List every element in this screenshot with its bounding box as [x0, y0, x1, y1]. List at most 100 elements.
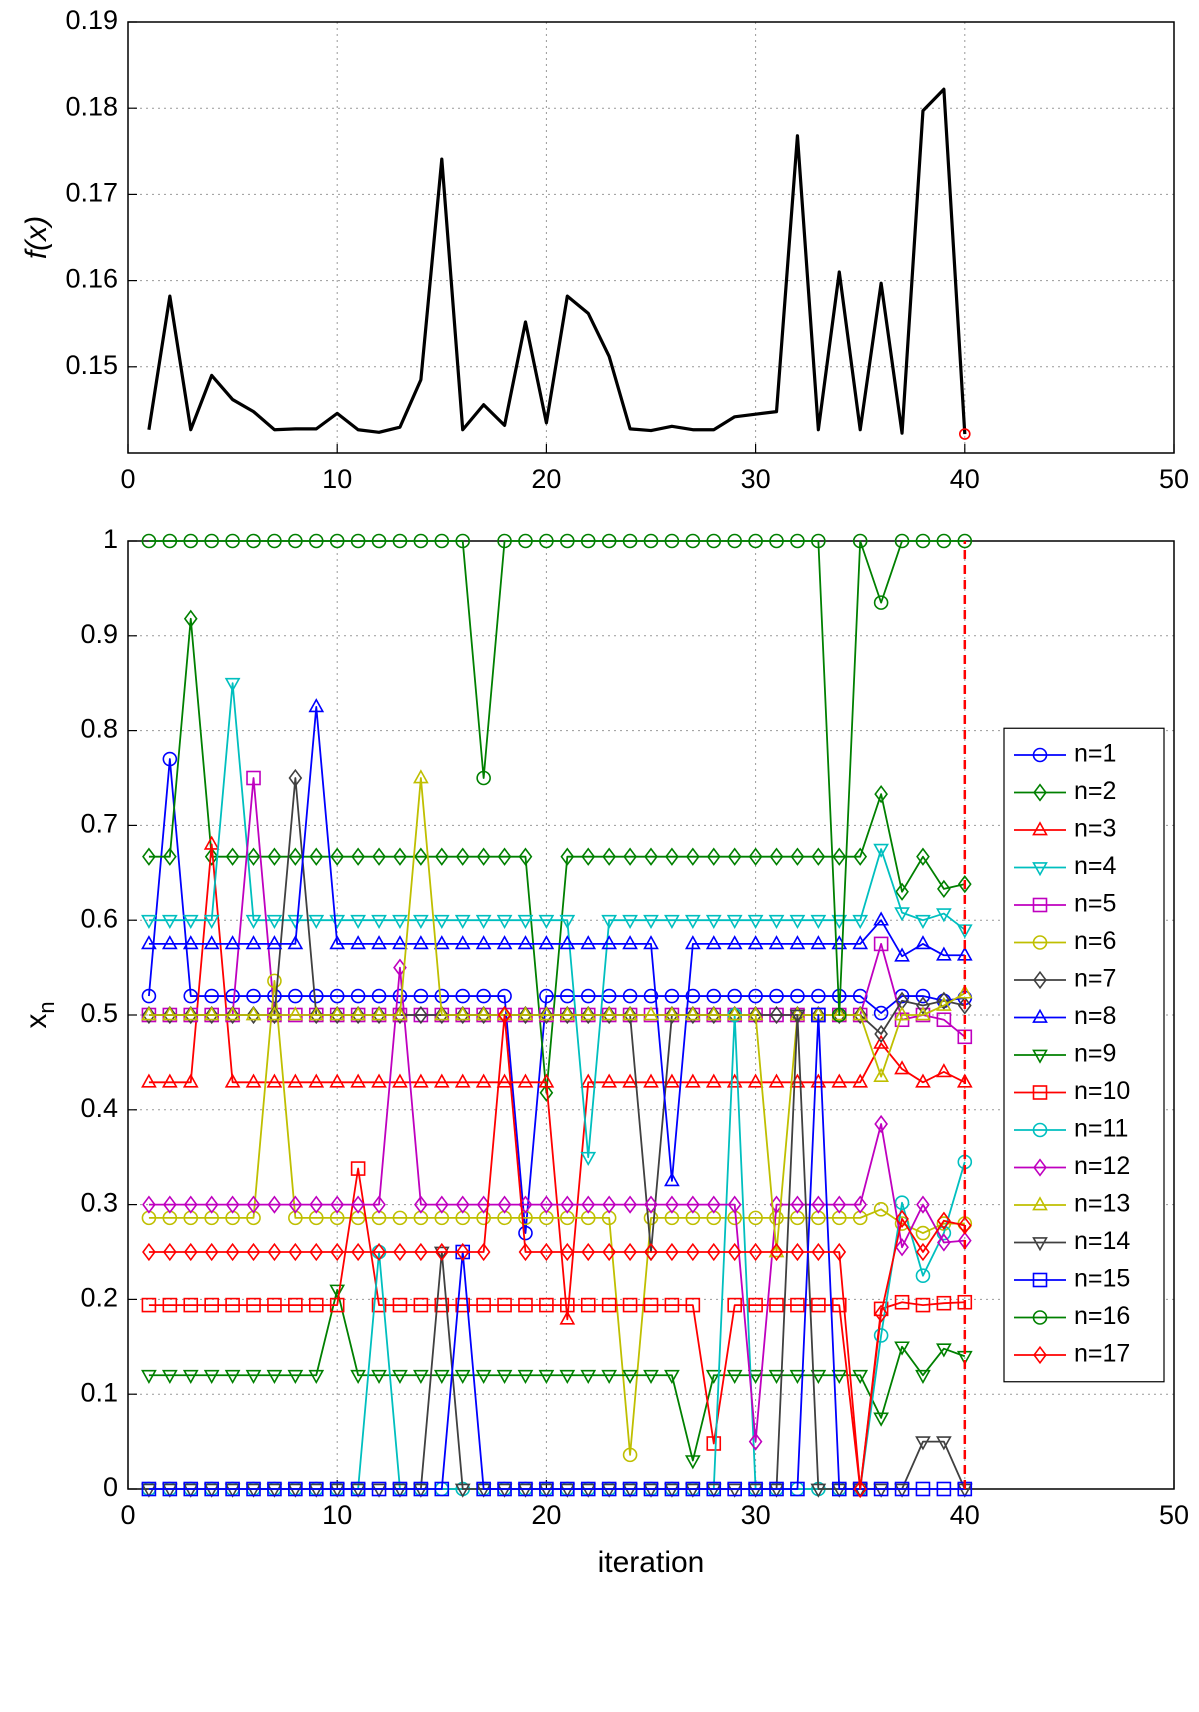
marker — [874, 1024, 888, 1044]
marker — [768, 1073, 785, 1088]
legend-label: n=1 — [1074, 740, 1116, 768]
marker — [538, 935, 555, 950]
marker — [267, 1195, 282, 1214]
marker — [475, 914, 492, 929]
x-tick-label: 0 — [120, 464, 135, 494]
marker — [393, 847, 407, 866]
legend-marker — [1032, 1196, 1048, 1211]
marker — [936, 1063, 952, 1078]
marker — [204, 1481, 219, 1497]
marker — [225, 1005, 240, 1025]
marker — [811, 1242, 826, 1262]
marker — [267, 973, 282, 989]
marker — [413, 935, 429, 950]
marker — [874, 1304, 888, 1323]
y-tick-label: 0.8 — [80, 714, 118, 744]
marker — [936, 1436, 952, 1451]
series-line — [148, 1289, 966, 1462]
y-tick-label: 0.6 — [80, 903, 118, 933]
marker — [162, 751, 178, 767]
marker — [789, 914, 806, 929]
marker — [643, 1297, 659, 1313]
marker — [413, 1369, 429, 1385]
marker — [581, 1195, 596, 1214]
marker — [475, 1369, 492, 1385]
marker — [747, 1073, 764, 1088]
marker — [789, 1073, 806, 1088]
marker — [246, 847, 261, 866]
marker — [455, 1005, 470, 1025]
marker — [162, 1242, 177, 1262]
marker — [916, 996, 930, 1015]
marker — [684, 1006, 701, 1021]
marker — [204, 1242, 219, 1262]
marker — [245, 1006, 262, 1021]
legend-label: n=15 — [1074, 1265, 1130, 1293]
marker — [224, 1073, 241, 1088]
marker — [852, 935, 869, 950]
marker — [894, 1006, 910, 1021]
marker — [413, 769, 429, 784]
marker — [287, 1073, 304, 1088]
marker — [622, 935, 638, 950]
marker — [873, 1005, 889, 1021]
x-tick-label: 40 — [950, 464, 980, 494]
x-axis-label: iteration — [598, 1546, 705, 1579]
marker — [873, 911, 889, 926]
marker — [267, 1005, 282, 1025]
marker — [853, 1195, 868, 1214]
marker — [224, 1369, 241, 1385]
marker — [225, 1242, 240, 1262]
marker — [895, 1209, 909, 1228]
marker — [183, 1481, 199, 1497]
marker — [957, 533, 973, 549]
marker — [141, 1369, 157, 1385]
legend-label: n=12 — [1074, 1152, 1130, 1180]
marker — [182, 1006, 199, 1021]
legend-label: n=6 — [1074, 927, 1116, 955]
marker — [434, 847, 449, 866]
marker — [623, 847, 637, 866]
marker — [203, 835, 220, 850]
x-tick-label: 50 — [1159, 464, 1189, 494]
legend-label: n=10 — [1074, 1077, 1130, 1105]
marker — [769, 1297, 784, 1313]
marker — [790, 1297, 805, 1313]
marker — [622, 914, 638, 929]
marker — [894, 533, 910, 549]
marker — [601, 935, 618, 950]
marker — [559, 1369, 576, 1385]
marker — [726, 935, 743, 950]
marker — [204, 988, 219, 1004]
marker — [330, 1005, 345, 1025]
marker — [789, 1369, 806, 1385]
legend-marker — [1032, 1237, 1048, 1252]
marker — [685, 1005, 700, 1025]
marker — [162, 847, 177, 866]
marker — [601, 1481, 617, 1497]
marker — [684, 914, 701, 929]
marker — [580, 935, 597, 950]
marker — [475, 935, 492, 950]
marker — [141, 533, 157, 549]
marker — [204, 1195, 219, 1214]
legend-marker — [1033, 1158, 1047, 1177]
marker — [266, 1369, 283, 1385]
y-tick-label: 0 — [103, 1472, 118, 1502]
marker — [831, 1297, 847, 1313]
y-axis-label-main: x — [20, 1014, 53, 1029]
marker — [455, 1297, 471, 1313]
marker — [183, 1242, 198, 1262]
marker — [141, 935, 157, 950]
marker — [330, 847, 345, 866]
marker — [894, 947, 910, 962]
legend-marker — [1033, 783, 1047, 802]
marker — [183, 533, 199, 549]
marker — [539, 1083, 554, 1102]
marker — [288, 988, 303, 1004]
marker — [539, 1242, 554, 1262]
marker — [330, 1195, 345, 1214]
marker — [225, 1195, 240, 1214]
marker — [350, 1481, 366, 1497]
marker — [329, 1481, 345, 1497]
